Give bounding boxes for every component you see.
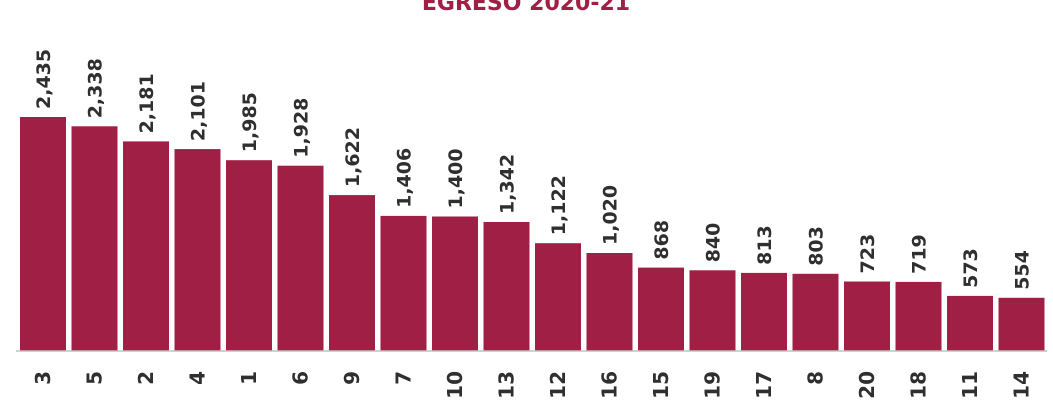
value-label-15: 868 xyxy=(651,220,673,260)
bar-11 xyxy=(947,295,993,351)
bar-5 xyxy=(71,126,118,351)
bar-1 xyxy=(226,160,272,351)
bar-19 xyxy=(689,270,736,351)
category-label-8: 8 xyxy=(804,371,828,385)
category-label-2: 2 xyxy=(134,371,158,385)
category-label-5: 5 xyxy=(83,371,107,385)
value-label-18: 719 xyxy=(909,234,931,274)
category-label-3: 3 xyxy=(31,371,55,385)
value-label-11: 573 xyxy=(960,248,982,288)
bar-10 xyxy=(432,216,478,351)
value-label-14: 554 xyxy=(1012,250,1034,290)
value-label-13: 1,342 xyxy=(497,154,519,214)
category-label-16: 16 xyxy=(598,371,622,399)
category-label-1: 1 xyxy=(237,371,261,385)
category-label-15: 15 xyxy=(649,371,673,399)
value-label-8: 803 xyxy=(806,226,828,266)
value-label-12: 1,122 xyxy=(548,175,570,235)
value-label-9: 1,622 xyxy=(342,127,364,187)
value-label-5: 2,338 xyxy=(85,58,107,118)
chart-title: EGRESO 2020-21 xyxy=(422,0,630,16)
category-label-4: 4 xyxy=(186,371,210,385)
bar-8 xyxy=(792,273,839,351)
category-label-7: 7 xyxy=(392,371,416,385)
value-label-6: 1,928 xyxy=(291,98,313,158)
category-label-17: 17 xyxy=(752,371,776,399)
category-label-19: 19 xyxy=(701,371,725,399)
value-label-20: 723 xyxy=(857,234,879,274)
value-label-4: 2,101 xyxy=(188,81,210,141)
bar-6 xyxy=(277,165,324,351)
bar-9 xyxy=(329,195,375,351)
bar-4 xyxy=(174,149,221,351)
value-label-10: 1,400 xyxy=(445,148,467,208)
value-label-1: 1,985 xyxy=(239,92,261,152)
category-label-20: 20 xyxy=(855,371,879,399)
category-label-10: 10 xyxy=(443,371,467,399)
category-label-11: 11 xyxy=(958,371,982,399)
bar-15 xyxy=(638,267,684,351)
bar-7 xyxy=(380,215,427,351)
category-label-14: 14 xyxy=(1010,371,1034,399)
category-label-9: 9 xyxy=(340,371,364,385)
bar-20 xyxy=(844,281,890,351)
category-label-6: 6 xyxy=(289,371,313,385)
bar-2 xyxy=(123,141,169,351)
value-label-16: 1,020 xyxy=(600,185,622,245)
value-label-19: 840 xyxy=(703,223,725,263)
bar-3 xyxy=(20,117,66,351)
category-label-12: 12 xyxy=(546,371,570,399)
value-label-2: 2,181 xyxy=(136,73,158,133)
bar-16 xyxy=(586,253,633,351)
category-label-18: 18 xyxy=(907,371,931,399)
category-labels-group: 3 5 2 4 1 6 9 7 10 13 12 16 15 19 17 8 20 18 11 14 xyxy=(31,371,1034,399)
bar-12 xyxy=(535,243,581,351)
bar-17 xyxy=(741,272,787,351)
value-label-17: 813 xyxy=(754,225,776,265)
category-label-13: 13 xyxy=(495,371,519,399)
bar-14 xyxy=(998,297,1045,351)
bar-18 xyxy=(895,281,942,351)
value-label-3: 2,435 xyxy=(33,49,55,109)
value-labels-group: 2,435 2,338 2,181 2,101 1,985 1,928 1,622 1,406… xyxy=(33,49,1034,290)
value-label-7: 1,406 xyxy=(394,148,416,208)
bars-group xyxy=(20,117,1045,351)
bar-13 xyxy=(483,222,530,351)
